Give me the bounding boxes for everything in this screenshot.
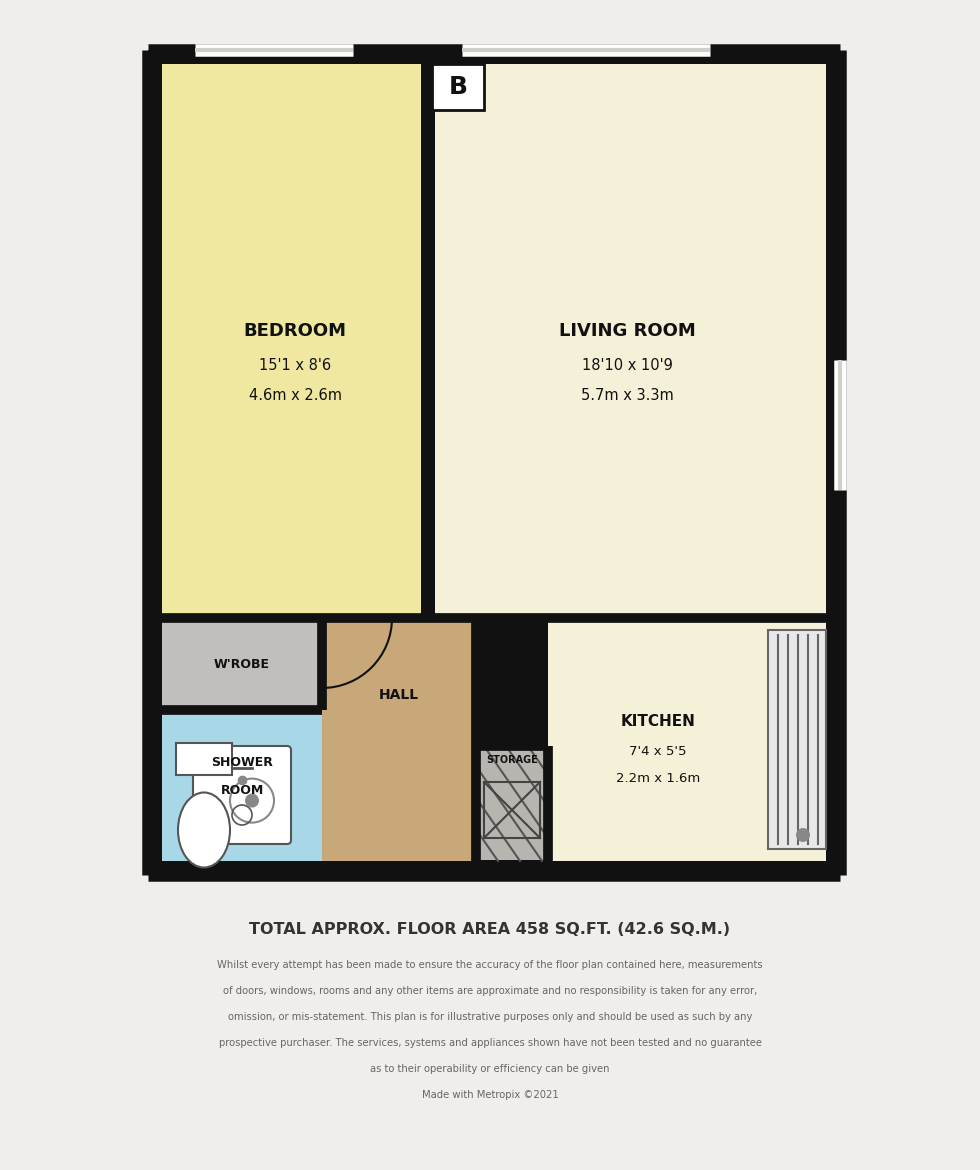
Text: 2.2m x 1.6m: 2.2m x 1.6m	[615, 772, 700, 785]
Text: 15'1 x 8'6: 15'1 x 8'6	[259, 358, 331, 373]
Bar	[148, 50, 840, 875]
Bar	[435, 64, 826, 618]
Text: STORAGE: STORAGE	[486, 755, 538, 765]
Text: TOTAL APPROX. FLOOR AREA 458 SQ.FT. (42.6 SQ.M.): TOTAL APPROX. FLOOR AREA 458 SQ.FT. (42.…	[250, 922, 730, 937]
Text: W'ROBE: W'ROBE	[214, 658, 270, 670]
Bar	[476, 746, 548, 860]
Text: 18'10 x 10'9: 18'10 x 10'9	[581, 358, 672, 373]
Text: SHOWER: SHOWER	[211, 756, 273, 770]
FancyBboxPatch shape	[193, 746, 291, 844]
Text: Whilst every attempt has been made to ensure the accuracy of the floor plan cont: Whilst every attempt has been made to en…	[218, 961, 762, 970]
Text: prospective purchaser. The services, systems and appliances shown have not been : prospective purchaser. The services, sys…	[219, 1038, 761, 1048]
Bar	[768, 629, 826, 849]
Text: 4.6m x 2.6m: 4.6m x 2.6m	[249, 388, 341, 404]
Text: 7'4 x 5'5: 7'4 x 5'5	[629, 745, 687, 758]
Text: omission, or mis-statement. This plan is for illustrative purposes only and shou: omission, or mis-statement. This plan is…	[227, 1012, 753, 1023]
Text: Made with Metropix ©2021: Made with Metropix ©2021	[421, 1090, 559, 1100]
Text: BEDROOM: BEDROOM	[243, 322, 347, 340]
Bar	[176, 743, 232, 775]
Bar	[322, 618, 476, 861]
Text: LIVING ROOM: LIVING ROOM	[559, 322, 696, 340]
Text: of doors, windows, rooms and any other items are approximate and no responsibili: of doors, windows, rooms and any other i…	[222, 986, 758, 996]
Circle shape	[245, 793, 259, 807]
Bar	[484, 782, 540, 838]
Text: ROOM: ROOM	[220, 784, 264, 797]
Bar	[548, 618, 826, 861]
Text: B: B	[449, 75, 467, 99]
Bar	[162, 618, 322, 710]
Bar	[548, 618, 826, 746]
Text: as to their operability or efficiency can be given: as to their operability or efficiency ca…	[370, 1064, 610, 1074]
Bar	[162, 64, 421, 618]
Text: 5.7m x 3.3m: 5.7m x 3.3m	[580, 388, 673, 404]
Bar	[432, 64, 484, 110]
Circle shape	[796, 828, 810, 842]
Bar	[162, 710, 322, 861]
Ellipse shape	[178, 792, 230, 867]
Text: HALL: HALL	[379, 688, 419, 702]
Text: KITCHEN: KITCHEN	[620, 714, 696, 729]
